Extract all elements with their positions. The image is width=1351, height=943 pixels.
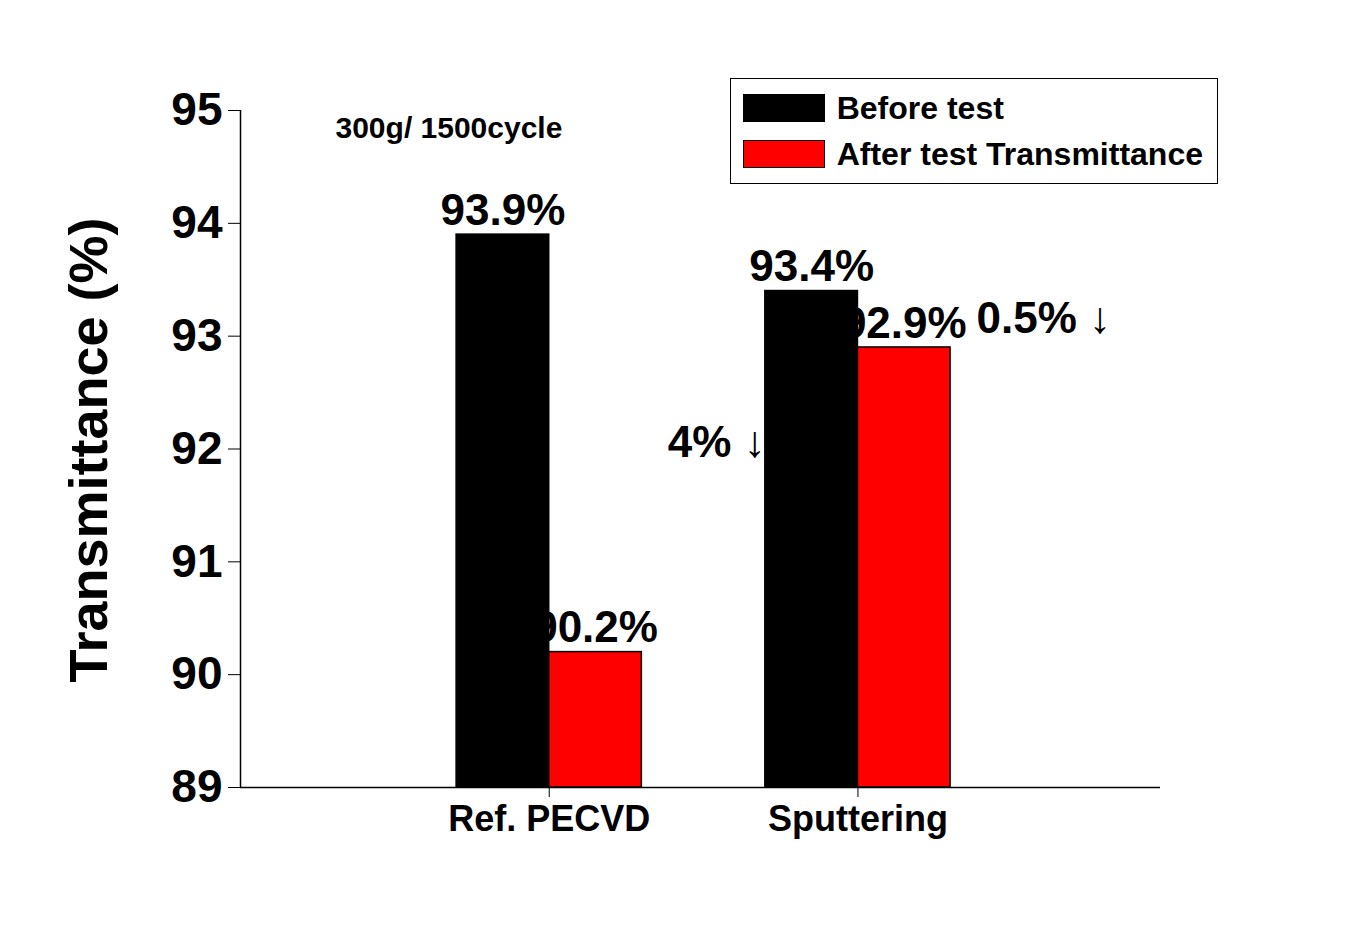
svg-text:92.9%: 92.9%	[842, 298, 967, 347]
svg-text:4% ↓: 4% ↓	[668, 417, 766, 466]
svg-text:91: 91	[171, 535, 222, 587]
svg-text:94: 94	[171, 196, 223, 248]
svg-text:Sputtering: Sputtering	[768, 798, 948, 839]
svg-text:Ref. PECVD: Ref. PECVD	[448, 798, 650, 839]
svg-text:95: 95	[171, 83, 222, 135]
html-text:Before test: Before test	[836, 89, 1004, 126]
svg-text:300g/ 1500cycle: 300g/ 1500cycle	[336, 111, 563, 144]
svg-text:89: 89	[171, 760, 222, 812]
svg-text:93.4%: 93.4%	[749, 241, 874, 290]
html-text:After test Transmittance: After test Transmittance	[836, 135, 1203, 172]
svg-text:90.2%: 90.2%	[533, 602, 658, 651]
svg-text:0.5% ↓: 0.5% ↓	[977, 293, 1112, 342]
svg-text:92: 92	[171, 422, 222, 474]
svg-text:93: 93	[171, 309, 222, 361]
svg-text:90: 90	[171, 647, 222, 699]
html-text:Transmittance (%): Transmittance (%)	[58, 217, 118, 683]
svg-text:93.9%: 93.9%	[441, 185, 566, 234]
